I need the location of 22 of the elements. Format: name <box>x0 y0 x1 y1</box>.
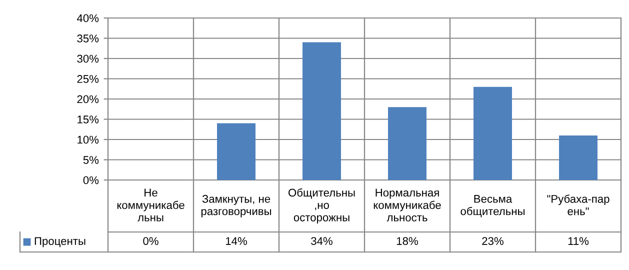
y-tick-label: 15% <box>78 116 99 124</box>
y-tick-label: 40% <box>76 14 99 22</box>
y-tick-label: 20% <box>77 95 99 104</box>
y-tick-label: 30% <box>77 54 99 63</box>
x-tick-label: Весьма общительны <box>460 195 525 218</box>
data-label: 34% <box>311 237 332 245</box>
y-tick-label: 5% <box>83 156 99 164</box>
data-label: 11% <box>568 237 589 245</box>
x-tick-label: Замкнуты, не разговорчивы <box>201 194 272 218</box>
data-label: 14% <box>226 237 247 245</box>
x-tick-label: Общительны ,но осторожны <box>288 188 355 224</box>
x-tick-label: Не коммуникабельны <box>117 188 184 222</box>
x-tick-label: "Рубаха-парень" <box>547 194 610 216</box>
x-tick-label: Нормальная коммуникабельность <box>374 188 441 222</box>
data-label: 0% <box>143 237 158 245</box>
y-tick-label: 10% <box>78 136 99 144</box>
data-label: 18% <box>396 237 418 245</box>
y-tick-label: 25% <box>77 75 99 83</box>
y-tick-label: 35% <box>77 34 99 42</box>
data-label: 23% <box>482 237 504 245</box>
y-tick-label: 0% <box>83 176 99 184</box>
legend-label: Проценты <box>34 237 86 248</box>
